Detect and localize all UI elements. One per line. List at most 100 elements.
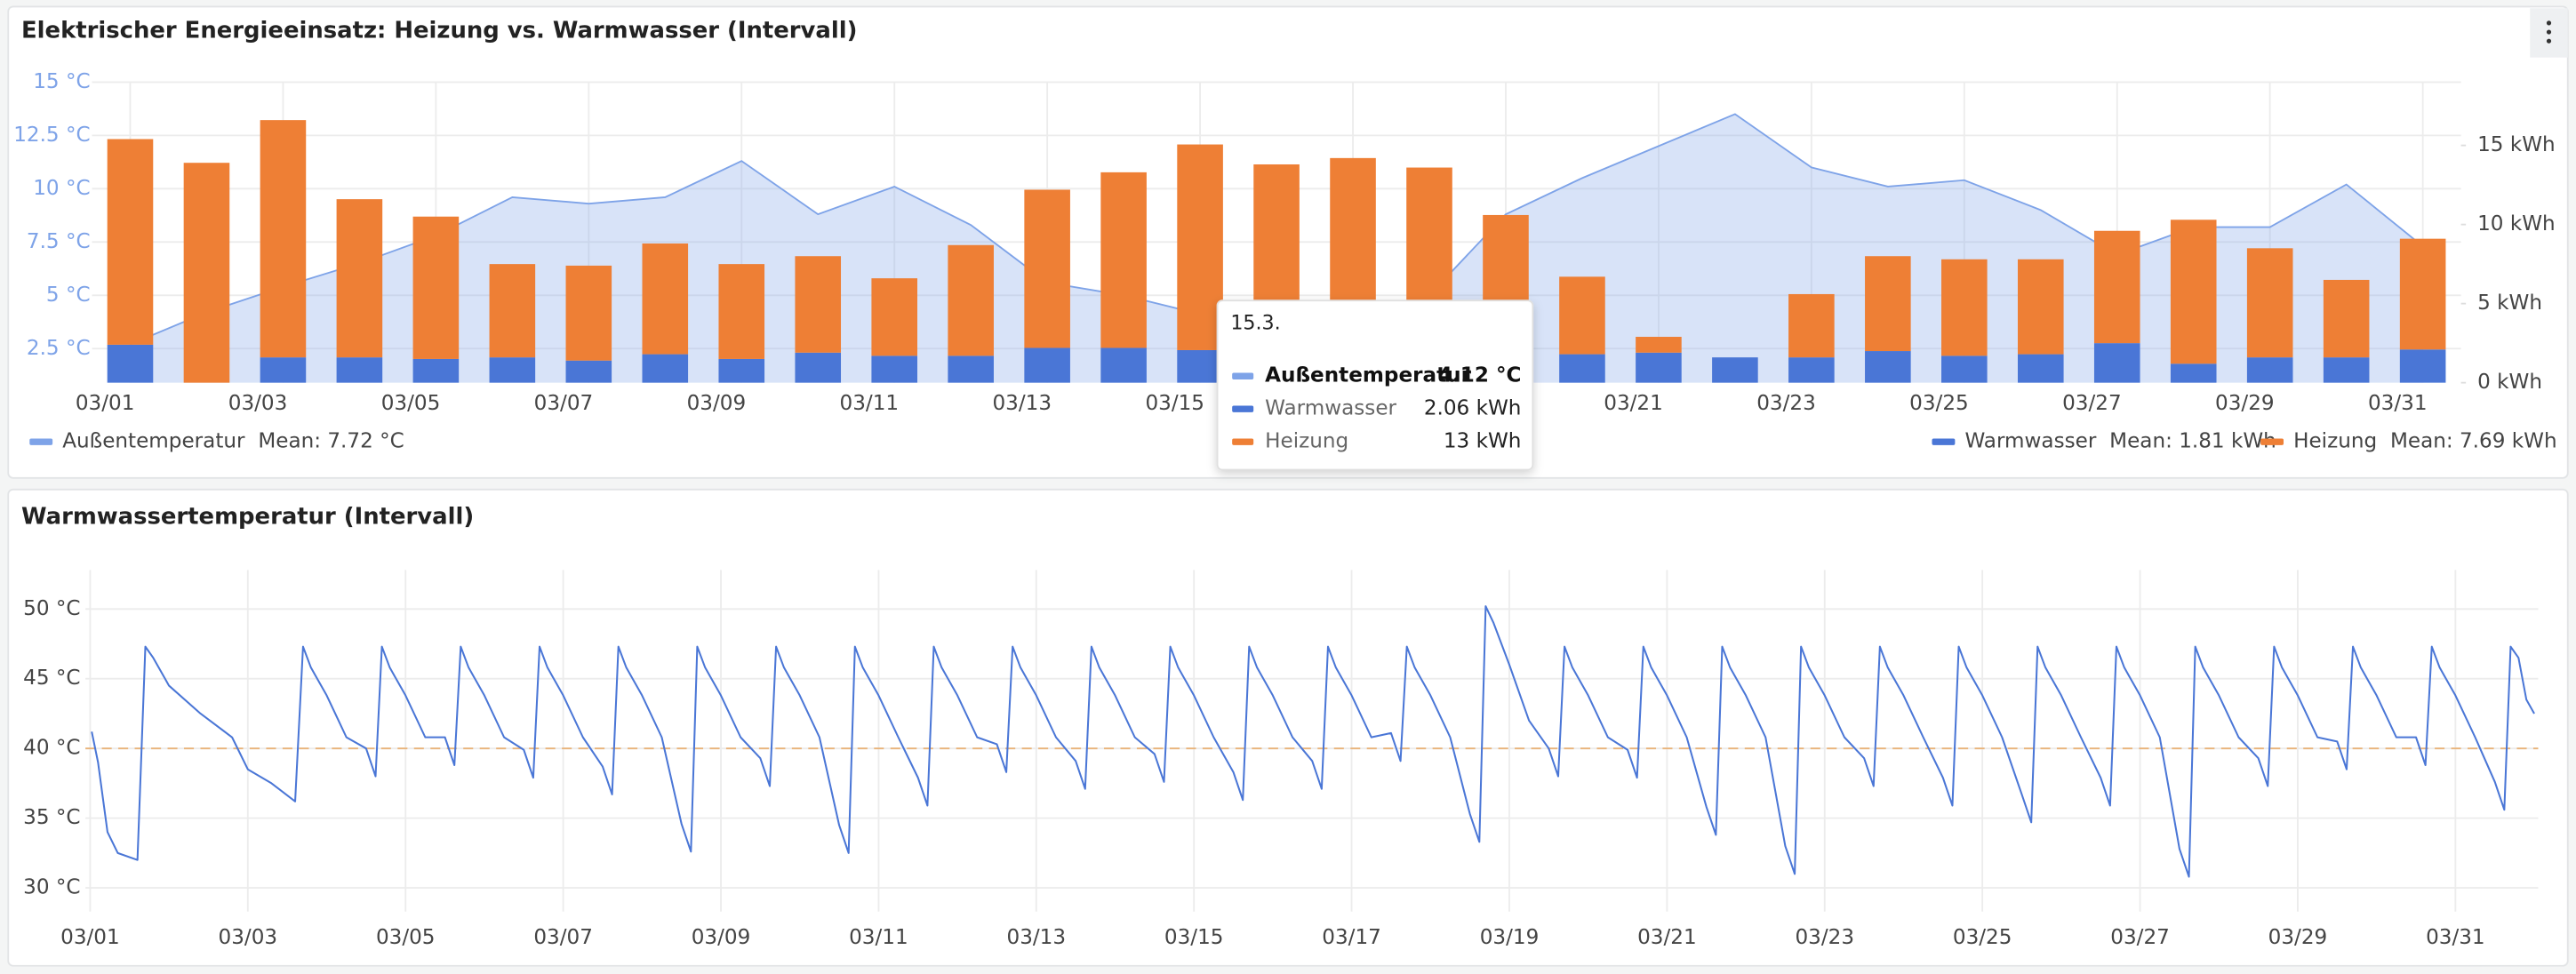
bar: [1941, 259, 1988, 356]
panel-title: Elektrischer Energieeinsatz: Heizung vs.…: [21, 18, 857, 44]
x-tick-label: 03/09: [692, 926, 751, 949]
bar: [948, 244, 994, 356]
bar: [1024, 189, 1070, 348]
x-tick-label: 03/19: [1480, 926, 1540, 949]
x-tick-label: 03/15: [1145, 392, 1204, 415]
bar: [642, 354, 689, 383]
bar: [1559, 276, 1605, 355]
bar: [1788, 357, 1835, 383]
bar: [1100, 172, 1147, 348]
x-tick-label: 03/07: [533, 926, 593, 949]
legend-mean: Mean: 7.69 kWh: [2390, 430, 2557, 453]
bar: [260, 120, 307, 358]
x-tick-label: 03/29: [2268, 926, 2328, 949]
x-tick-label: 03/11: [849, 926, 908, 949]
tooltip-swatch: [1232, 438, 1254, 445]
x-tick-label: 03/25: [1909, 392, 1969, 415]
tooltip-value: 4.12 °C: [1438, 364, 1522, 387]
bar: [2093, 343, 2140, 383]
bar: [2017, 259, 2064, 355]
x-tick-label: 03/07: [534, 392, 594, 415]
legend-label: Heizung: [2293, 430, 2377, 453]
y-tick-label: 12.5 °C: [13, 124, 90, 147]
x-tick-label: 03/13: [992, 392, 1052, 415]
bar: [2399, 238, 2446, 350]
legend-swatch: [29, 438, 53, 445]
bar: [107, 139, 154, 345]
bar: [795, 256, 842, 353]
y-tick-label: 2.5 °C: [27, 337, 91, 360]
y-tick-label: 45 °C: [23, 667, 80, 690]
panel-title: Warmwassertemperatur (Intervall): [21, 504, 474, 531]
bar: [1100, 347, 1147, 383]
x-tick-label: 03/13: [1007, 926, 1067, 949]
charts: 2.5 °C 5 °C 7.5 °C 10 °C 12.5 °C 15 °C 0 kWh 5 …: [13, 70, 2556, 949]
x-tick-label: 03/11: [840, 392, 900, 415]
bar: [1865, 351, 1911, 383]
bar: [718, 264, 765, 359]
bar: [1177, 349, 1223, 383]
bar: [489, 264, 536, 358]
x-tick-label: 03/23: [1795, 926, 1854, 949]
y-tick-label: 30 °C: [23, 876, 80, 899]
x-tick-label: 03/17: [1322, 926, 1381, 949]
bar: [1712, 357, 1758, 383]
bar: [1636, 352, 1682, 383]
y-tick-label: 40 °C: [23, 737, 80, 760]
y2-tick-label: 10 kWh: [2477, 212, 2556, 236]
bar: [2017, 354, 2064, 383]
bar: [1177, 144, 1223, 350]
tooltip-swatch: [1232, 405, 1254, 412]
bar: [336, 199, 383, 358]
x-tick-label: 03/09: [687, 392, 747, 415]
bar: [565, 360, 612, 383]
tooltip-value: 13 kWh: [1444, 430, 1522, 453]
tooltip-label: Warmwasser: [1265, 397, 1396, 420]
bar: [871, 278, 917, 356]
bar: [2093, 230, 2140, 344]
x-tick-label: 03/03: [219, 926, 278, 949]
legend-mean: Mean: 7.72 °C: [258, 430, 404, 453]
y2-tick-label: 15 kWh: [2477, 133, 2556, 156]
x-tick-label: 03/21: [1637, 926, 1697, 949]
bar: [718, 358, 765, 383]
panel-menu[interactable]: [2530, 8, 2568, 58]
x-tick-label: 03/29: [2215, 392, 2275, 415]
x-tick-label: 03/23: [1756, 392, 1816, 415]
y-tick-label: 5 °C: [46, 283, 91, 307]
x-tick-label: 03/01: [76, 392, 135, 415]
area-fill: [130, 114, 2423, 383]
tooltip-label: Heizung: [1265, 430, 1348, 453]
tooltip-title: 15.3.: [1230, 312, 1280, 335]
bar: [2323, 357, 2370, 383]
bar: [2323, 279, 2370, 358]
bar: [412, 358, 460, 383]
bar: [1865, 256, 1911, 352]
bar: [1636, 337, 1682, 353]
x-tick-label: 03/01: [60, 926, 120, 949]
y2-tick-label: 5 kWh: [2477, 291, 2542, 315]
bar: [2399, 349, 2446, 383]
bar: [2246, 248, 2293, 358]
y2-tick-label: 0 kWh: [2477, 371, 2542, 394]
y-tick-label: 50 °C: [23, 597, 80, 620]
bar: [1941, 355, 1988, 383]
legend-label: Warmwasser: [1964, 430, 2096, 453]
bar: [2246, 357, 2293, 383]
bar: [2170, 363, 2217, 383]
x-tick-label: 03/21: [1604, 392, 1663, 415]
bar: [795, 352, 842, 383]
y-tick-label: 7.5 °C: [27, 230, 91, 253]
bar: [1559, 354, 1605, 383]
x-tick-label: 03/31: [2368, 392, 2428, 415]
x-tick-label: 03/27: [2110, 926, 2170, 949]
x-tick-label: 03/15: [1164, 926, 1224, 949]
legend-mean: Mean: 1.81 kWh: [2109, 430, 2276, 453]
bar: [2170, 220, 2217, 364]
tooltip-value: 2.06 kWh: [1424, 397, 1522, 420]
legend-label: Außentemperatur: [62, 430, 245, 453]
x-tick-label: 03/03: [228, 392, 288, 415]
y-tick-label: 15 °C: [33, 70, 90, 93]
